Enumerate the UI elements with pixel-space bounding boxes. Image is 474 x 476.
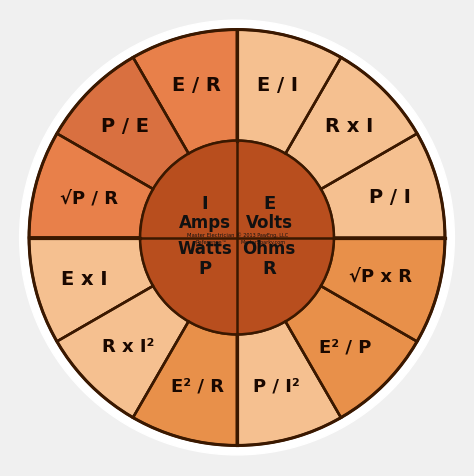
Text: E² / P: E² / P — [319, 337, 372, 356]
Wedge shape — [133, 30, 237, 154]
Text: P: P — [198, 260, 211, 278]
Text: √P / R: √P / R — [60, 189, 118, 208]
Wedge shape — [29, 134, 153, 238]
Wedge shape — [285, 287, 417, 418]
Text: √P x R: √P x R — [349, 268, 412, 286]
Wedge shape — [57, 58, 189, 189]
Text: R x I: R x I — [325, 117, 373, 136]
Wedge shape — [285, 58, 417, 189]
Text: Ohms: Ohms — [243, 239, 296, 258]
Circle shape — [19, 21, 455, 455]
Wedge shape — [29, 238, 153, 342]
Text: P / I²: P / I² — [254, 377, 300, 395]
Text: E² / R: E² / R — [171, 377, 224, 395]
Text: E x I: E x I — [61, 269, 107, 288]
Text: R x I²: R x I² — [102, 337, 155, 356]
Text: E: E — [263, 195, 275, 213]
Wedge shape — [237, 30, 341, 154]
Text: R: R — [262, 260, 276, 278]
Circle shape — [140, 141, 334, 335]
Text: Amps: Amps — [179, 214, 231, 232]
Wedge shape — [321, 134, 445, 238]
Text: © 2013 PawEng, LLC: © 2013 PawEng, LLC — [237, 232, 289, 238]
Text: E / I: E / I — [257, 76, 299, 95]
Text: Volts: Volts — [246, 214, 292, 232]
Wedge shape — [237, 322, 341, 446]
Text: MasterSparky.com: MasterSparky.com — [240, 239, 285, 244]
Text: P / I: P / I — [369, 188, 411, 207]
Wedge shape — [321, 238, 445, 342]
Text: Master Electrician: Master Electrician — [187, 233, 235, 238]
Text: Reference™: Reference™ — [195, 239, 227, 244]
Text: I: I — [201, 195, 208, 213]
Wedge shape — [133, 322, 237, 446]
Text: Watts: Watts — [177, 239, 232, 258]
Wedge shape — [57, 287, 189, 418]
Text: P / E: P / E — [101, 117, 149, 136]
Text: E / R: E / R — [172, 76, 220, 95]
